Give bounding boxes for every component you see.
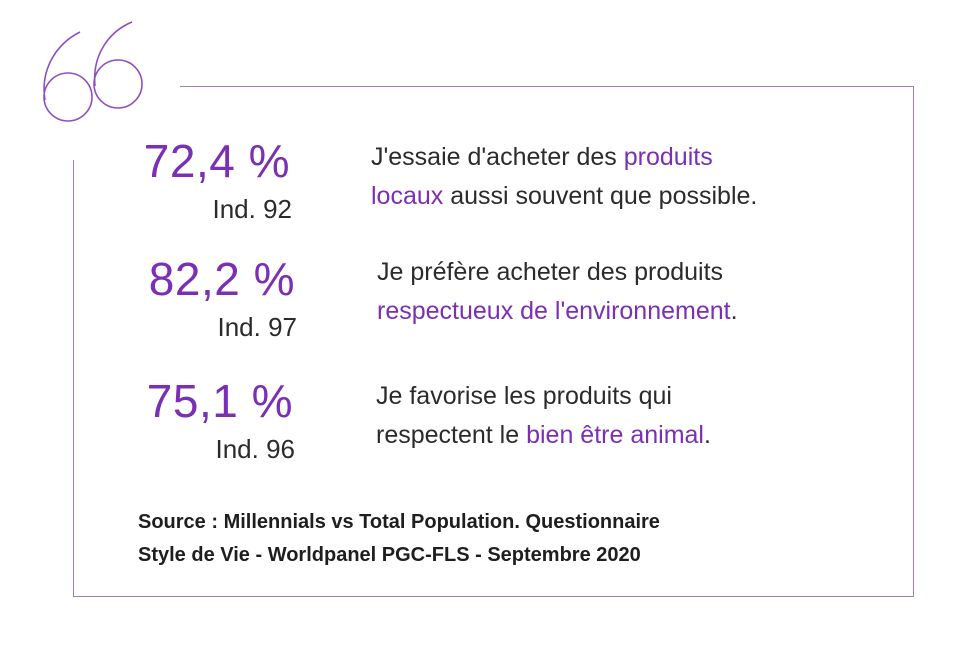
stat-index: Ind. 92 xyxy=(212,194,292,224)
quote-frame xyxy=(73,86,914,597)
frame-gap-top xyxy=(60,76,180,98)
text: respectent le xyxy=(376,421,527,449)
text: J'essaie d'acheter des xyxy=(371,143,624,171)
text: . xyxy=(730,297,738,325)
stat-index: Ind. 96 xyxy=(215,434,295,464)
text: Je favorise les produits qui xyxy=(376,382,672,410)
highlight: produits xyxy=(623,143,713,171)
source-line-2: Style de Vie - Worldpanel PGC-FLS - Sept… xyxy=(138,544,641,566)
source-note: Source : Millennials vs Total Population… xyxy=(138,506,660,572)
stat-value: 75,1 % xyxy=(146,375,293,427)
highlight: respectueux de l'environnement xyxy=(377,297,731,325)
stat-description: Je favorise les produits qui respectent … xyxy=(376,377,711,455)
stat-description: Je préfère acheter des produits respectu… xyxy=(377,253,738,331)
stat-value: 82,2 % xyxy=(148,253,295,305)
source-line-1: Source : Millennials vs Total Population… xyxy=(138,511,660,533)
text: Je préfère acheter des produits xyxy=(377,258,724,286)
stat-index: Ind. 97 xyxy=(217,312,297,342)
highlight: locaux xyxy=(371,182,444,210)
text: . xyxy=(703,421,711,449)
quote-marks-icon xyxy=(43,21,143,122)
text: aussi souvent que possible. xyxy=(443,182,758,210)
stat-value: 72,4 % xyxy=(143,135,290,187)
stat-description: J'essaie d'acheter des produits locaux a… xyxy=(371,138,757,216)
highlight: bien être animal xyxy=(526,421,704,449)
